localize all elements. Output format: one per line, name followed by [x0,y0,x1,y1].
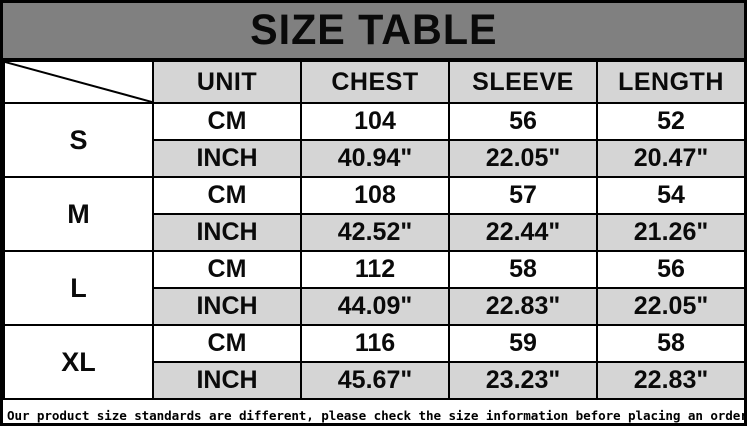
table-row: XL CM 116 59 58 [3,324,744,400]
cell-m-cm-length: 54 [596,176,744,215]
cell-xl-inch-chest: 45.67" [300,361,450,400]
cell-xl-inch-sleeve: 23.23" [448,361,598,400]
cell-s-inch-unit: INCH [152,139,302,178]
cell-s-cm-length: 52 [596,102,744,141]
column-header-chest: CHEST [300,60,450,104]
title-band: SIZE TABLE [3,3,744,60]
cell-xl-inch-unit: INCH [152,361,302,400]
corner-diagonal-cell [3,60,154,104]
table-row: S CM 104 56 52 [3,102,744,178]
cell-xl-cm-unit: CM [152,324,302,363]
table-row: M CM 108 57 54 [3,176,744,252]
table-row: INCH 45.67" 23.23" 22.83" [4,361,744,400]
footer-notes: Our product size standards are different… [3,400,747,423]
cell-l-inch-sleeve: 22.83" [448,287,598,326]
table-row: L CM 112 58 56 [3,250,744,326]
diagonal-line-icon [5,62,152,102]
cell-m-cm-chest: 108 [300,176,450,215]
cell-s-inch-length: 20.47" [596,139,744,178]
cell-m-inch-length: 21.26" [596,213,744,252]
cell-m-inch-sleeve: 22.44" [448,213,598,252]
cell-l-inch-chest: 44.09" [300,287,450,326]
size-label-l: L [3,250,154,326]
cell-s-cm-unit: CM [152,102,302,141]
size-table: UNIT CHEST SLEEVE LENGTH S CM 104 56 52 … [3,60,744,400]
column-header-length: LENGTH [596,60,744,104]
cell-l-inch-length: 22.05" [596,287,744,326]
size-label-xl: XL [3,324,154,400]
cell-l-inch-unit: INCH [152,287,302,326]
cell-m-inch-chest: 42.52" [300,213,450,252]
column-header-sleeve: SLEEVE [448,60,598,104]
cell-l-cm-unit: CM [152,250,302,289]
page-title: SIZE TABLE [249,6,498,54]
table-row: INCH 42.52" 22.44" 21.26" [4,213,744,252]
table-header-row: UNIT CHEST SLEEVE LENGTH [3,60,744,104]
cell-l-cm-chest: 112 [300,250,450,289]
cell-m-cm-sleeve: 57 [448,176,598,215]
cell-s-inch-sleeve: 22.05" [448,139,598,178]
cell-l-cm-length: 56 [596,250,744,289]
cell-s-inch-chest: 40.94" [300,139,450,178]
cell-m-cm-unit: CM [152,176,302,215]
cell-m-inch-unit: INCH [152,213,302,252]
cell-xl-inch-length: 22.83" [596,361,744,400]
column-header-unit: UNIT [152,60,302,104]
cell-s-cm-sleeve: 56 [448,102,598,141]
size-label-s: S [3,102,154,178]
cell-xl-cm-length: 58 [596,324,744,363]
table-row: INCH 40.94" 22.05" 20.47" [4,139,744,178]
cell-l-cm-sleeve: 58 [448,250,598,289]
size-label-m: M [3,176,154,252]
cell-xl-cm-sleeve: 59 [448,324,598,363]
table-row: INCH 44.09" 22.83" 22.05" [4,287,744,326]
cell-s-cm-chest: 104 [300,102,450,141]
note-line-1: Our product size standards are different… [7,408,747,423]
cell-xl-cm-chest: 116 [300,324,450,363]
